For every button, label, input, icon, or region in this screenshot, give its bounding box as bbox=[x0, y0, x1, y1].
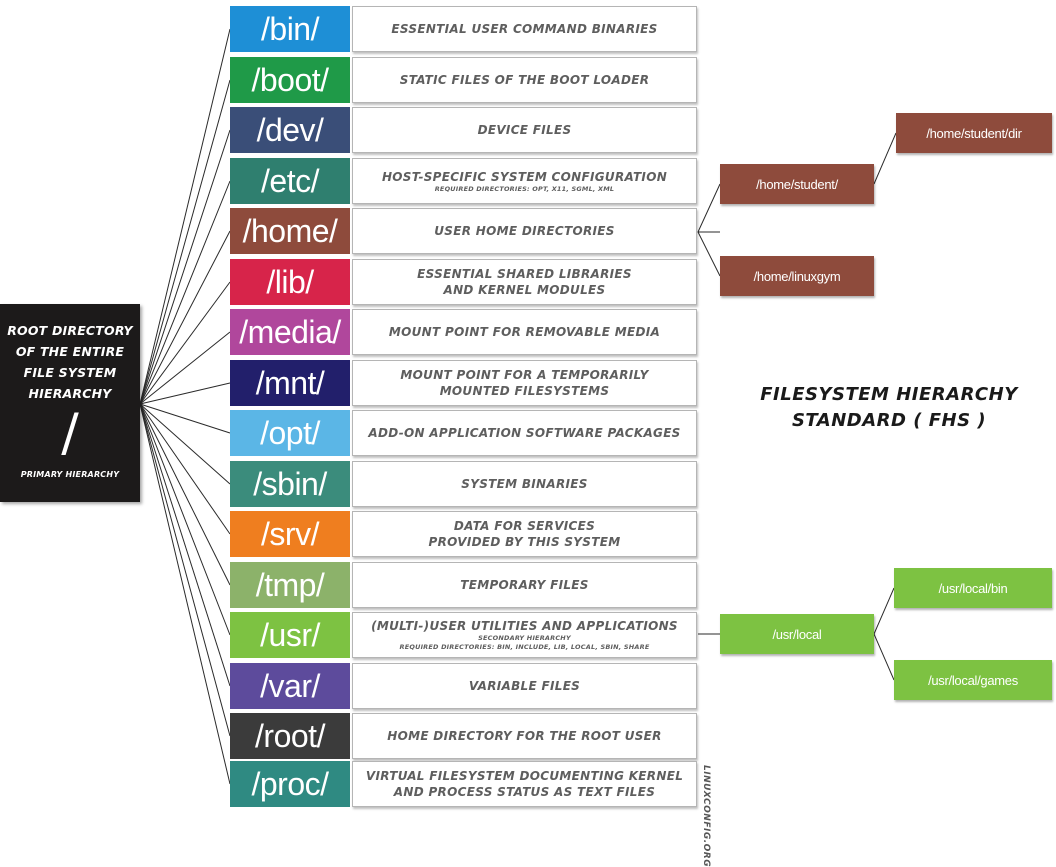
directory-description-box: ESSENTIAL USER COMMAND BINARIES bbox=[352, 6, 697, 52]
directory-row-sbin: /sbin/ SYSTEM BINARIES bbox=[230, 461, 698, 507]
directory-description: ESSENTIAL USER COMMAND BINARIES bbox=[391, 22, 658, 36]
directory-description-box: VIRTUAL FILESYSTEM DOCUMENTING KERNEL AN… bbox=[352, 761, 697, 807]
credit-text: LINUXCONFIG.ORG bbox=[701, 765, 711, 867]
directory-row-dev: /dev/ DEVICE FILES bbox=[230, 107, 698, 153]
directory-description-box: STATIC FILES OF THE BOOT LOADER bbox=[352, 57, 697, 103]
directory-description-box: ADD-ON APPLICATION SOFTWARE PACKAGES bbox=[352, 410, 697, 456]
root-connector-line bbox=[139, 403, 231, 636]
root-connector-line bbox=[139, 28, 231, 405]
directory-name: /root/ bbox=[230, 713, 350, 759]
directory-description-box: VARIABLE FILES bbox=[352, 663, 697, 709]
root-connector-line bbox=[139, 403, 231, 434]
home-student-node: /home/student/ bbox=[720, 164, 874, 204]
directory-description: DEVICE FILES bbox=[477, 123, 572, 137]
directory-description: STATIC FILES OF THE BOOT LOADER bbox=[399, 73, 650, 87]
directory-row-bin: /bin/ ESSENTIAL USER COMMAND BINARIES bbox=[230, 6, 698, 52]
root-connector-line bbox=[139, 331, 231, 405]
usr-local-games-node: /usr/local/games bbox=[894, 660, 1052, 700]
home-student-dir-node: /home/student/dir bbox=[896, 113, 1052, 153]
root-connector-line bbox=[139, 403, 231, 535]
directory-description: ESSENTIAL SHARED LIBRARIES AND KERNEL MO… bbox=[417, 267, 632, 297]
root-connector-line bbox=[139, 382, 231, 405]
root-directory-box: ROOT DIRECTORY OF THE ENTIRE FILE SYSTEM… bbox=[0, 304, 140, 502]
directory-description: SYSTEM BINARIES bbox=[461, 477, 588, 491]
directory-name: /dev/ bbox=[230, 107, 350, 153]
directory-description: TEMPORARY FILES bbox=[460, 578, 589, 592]
root-connector-line bbox=[139, 403, 231, 586]
directory-description-box: MOUNT POINT FOR REMOVABLE MEDIA bbox=[352, 309, 697, 355]
directory-description-box: (MULTI-)USER UTILITIES AND APPLICATIONS … bbox=[352, 612, 697, 658]
root-connector-line bbox=[139, 403, 231, 785]
usr-local-node: /usr/local bbox=[720, 614, 874, 654]
directory-name: /opt/ bbox=[230, 410, 350, 456]
directory-description-box: DEVICE FILES bbox=[352, 107, 697, 153]
directory-name: /var/ bbox=[230, 663, 350, 709]
directory-row-etc: /etc/ HOST-SPECIFIC SYSTEM CONFIGURATION… bbox=[230, 158, 698, 204]
directory-description: DATA FOR SERVICES PROVIDED BY THIS SYSTE… bbox=[428, 519, 621, 549]
directory-description: (MULTI-)USER UTILITIES AND APPLICATIONS bbox=[371, 619, 678, 633]
directory-row-var: /var/ VARIABLE FILES bbox=[230, 663, 698, 709]
root-connector-line bbox=[139, 79, 231, 405]
directory-row-boot: /boot/ STATIC FILES OF THE BOOT LOADER bbox=[230, 57, 698, 103]
usr-local-bin-node: /usr/local/bin bbox=[894, 568, 1052, 608]
root-connector-line bbox=[139, 230, 231, 405]
directory-name: /tmp/ bbox=[230, 562, 350, 608]
directory-description: VARIABLE FILES bbox=[468, 679, 581, 693]
root-connector-line bbox=[139, 403, 231, 485]
fhs-title: FILESYSTEM HIERARCHY STANDARD ( FHS ) bbox=[760, 384, 1018, 431]
directory-note: REQUIRED DIRECTORIES: OPT, X11, SGML, XM… bbox=[434, 184, 615, 193]
directory-row-home: /home/ USER HOME DIRECTORIES bbox=[230, 208, 698, 254]
root-symbol: / bbox=[61, 403, 79, 463]
root-subtitle: PRIMARY HIERARCHY bbox=[20, 470, 120, 479]
directory-description-box: HOST-SPECIFIC SYSTEM CONFIGURATION REQUI… bbox=[352, 158, 697, 204]
directory-name: /home/ bbox=[230, 208, 350, 254]
directory-name: /etc/ bbox=[230, 158, 350, 204]
root-connector-line bbox=[139, 403, 231, 737]
directory-name: /media/ bbox=[230, 309, 350, 355]
directory-description-box: USER HOME DIRECTORIES bbox=[352, 208, 697, 254]
directory-name: /boot/ bbox=[230, 57, 350, 103]
directory-description: ADD-ON APPLICATION SOFTWARE PACKAGES bbox=[368, 426, 681, 440]
directory-row-root: /root/ HOME DIRECTORY FOR THE ROOT USER bbox=[230, 713, 698, 759]
directory-name: /lib/ bbox=[230, 259, 350, 305]
connector-student-dir-line bbox=[873, 132, 897, 185]
directory-name: /bin/ bbox=[230, 6, 350, 52]
directory-row-proc: /proc/ VIRTUAL FILESYSTEM DOCUMENTING KE… bbox=[230, 761, 698, 807]
directory-row-opt: /opt/ ADD-ON APPLICATION SOFTWARE PACKAG… bbox=[230, 410, 698, 456]
directory-description-box: ESSENTIAL SHARED LIBRARIES AND KERNEL MO… bbox=[352, 259, 697, 305]
directory-row-mnt: /mnt/ MOUNT POINT FOR A TEMPORARILY MOUN… bbox=[230, 360, 698, 406]
directory-row-srv: /srv/ DATA FOR SERVICES PROVIDED BY THIS… bbox=[230, 511, 698, 557]
connector-home-branches bbox=[697, 183, 721, 277]
directory-row-lib: /lib/ ESSENTIAL SHARED LIBRARIES AND KER… bbox=[230, 259, 698, 305]
directory-description-box: SYSTEM BINARIES bbox=[352, 461, 697, 507]
directory-description-box: TEMPORARY FILES bbox=[352, 562, 697, 608]
directory-description-box: HOME DIRECTORY FOR THE ROOT USER bbox=[352, 713, 697, 759]
root-connector-line bbox=[139, 403, 231, 687]
root-connector-line bbox=[139, 129, 231, 405]
directory-row-usr: /usr/ (MULTI-)USER UTILITIES AND APPLICA… bbox=[230, 612, 698, 658]
directory-description-box: DATA FOR SERVICES PROVIDED BY THIS SYSTE… bbox=[352, 511, 697, 557]
directory-name: /usr/ bbox=[230, 612, 350, 658]
directory-description: HOME DIRECTORY FOR THE ROOT USER bbox=[387, 729, 662, 743]
directory-name: /proc/ bbox=[230, 761, 350, 807]
directory-row-media: /media/ MOUNT POINT FOR REMOVABLE MEDIA bbox=[230, 309, 698, 355]
directory-name: /srv/ bbox=[230, 511, 350, 557]
directory-description: MOUNT POINT FOR REMOVABLE MEDIA bbox=[388, 325, 661, 339]
connector-lines bbox=[139, 28, 897, 785]
directory-description: USER HOME DIRECTORIES bbox=[434, 224, 615, 238]
directory-name: /sbin/ bbox=[230, 461, 350, 507]
directory-note: SECONDARY HIERARCHY REQUIRED DIRECTORIES… bbox=[399, 634, 650, 651]
connector-usr-branches bbox=[873, 587, 895, 681]
directory-description-box: MOUNT POINT FOR A TEMPORARILY MOUNTED FI… bbox=[352, 360, 697, 406]
root-title: ROOT DIRECTORY OF THE ENTIRE FILE SYSTEM… bbox=[7, 323, 133, 401]
directory-description: HOST-SPECIFIC SYSTEM CONFIGURATION bbox=[381, 169, 668, 184]
directory-name: /mnt/ bbox=[230, 360, 350, 406]
root-connector-line bbox=[139, 180, 231, 405]
root-connector-line bbox=[139, 281, 231, 405]
directory-row-tmp: /tmp/ TEMPORARY FILES bbox=[230, 562, 698, 608]
home-linuxgym-node: /home/linuxgym bbox=[720, 256, 874, 296]
directory-description: VIRTUAL FILESYSTEM DOCUMENTING KERNEL AN… bbox=[365, 769, 684, 799]
directory-description: MOUNT POINT FOR A TEMPORARILY MOUNTED FI… bbox=[400, 368, 649, 398]
